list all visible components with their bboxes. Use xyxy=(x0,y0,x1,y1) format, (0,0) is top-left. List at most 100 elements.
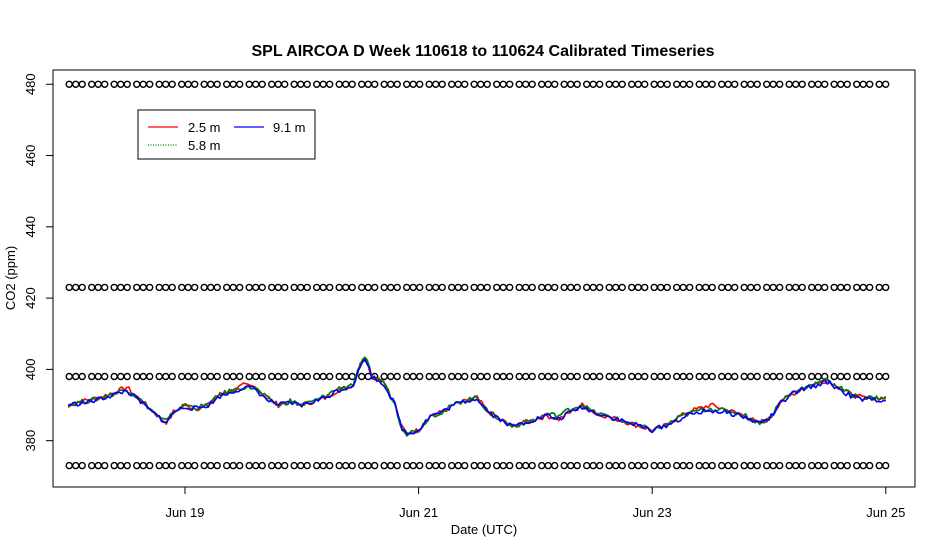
calibration-point xyxy=(695,283,703,292)
calibration-point xyxy=(438,372,446,381)
calibration-point xyxy=(477,80,485,89)
calibration-point xyxy=(454,461,462,470)
calibration-point xyxy=(258,372,266,381)
calibration-point xyxy=(560,461,568,470)
calibration-point xyxy=(792,372,800,381)
calibration-point xyxy=(528,372,536,381)
calibration-point xyxy=(763,461,771,470)
calibration-point xyxy=(387,80,395,89)
calibration-point xyxy=(686,372,694,381)
calibration-point xyxy=(596,461,604,470)
calibration-point xyxy=(297,80,305,89)
calibration-point xyxy=(747,372,755,381)
calibration-point xyxy=(281,461,289,470)
calibration-point xyxy=(724,372,732,381)
calibration-point xyxy=(65,372,73,381)
calibration-point xyxy=(78,461,86,470)
calibration-point xyxy=(731,80,739,89)
calibration-point xyxy=(123,461,131,470)
calibration-point xyxy=(814,461,822,470)
calibration-point xyxy=(161,372,170,381)
calibration-point xyxy=(206,461,215,470)
calibration-point xyxy=(139,80,147,89)
calibration-point xyxy=(297,461,305,470)
calibration-point xyxy=(522,283,530,292)
calibration-point xyxy=(448,283,456,292)
legend: 2.5 m 5.8 m 9.1 m xyxy=(137,109,316,160)
calibration-point xyxy=(100,283,109,292)
calibration-point xyxy=(483,461,491,470)
calibration-point xyxy=(94,80,102,89)
calibration-point xyxy=(145,80,154,89)
calibration-point xyxy=(628,283,636,292)
calibration-point xyxy=(808,372,816,381)
calibration-point xyxy=(673,461,681,470)
calibration-point xyxy=(866,283,874,292)
calibration-point xyxy=(499,372,507,381)
calibration-point xyxy=(830,80,838,89)
calibration-point xyxy=(425,283,433,292)
calibration-point xyxy=(650,461,658,470)
calibration-point xyxy=(100,80,109,89)
calibration-point xyxy=(785,80,793,89)
calibration-point xyxy=(65,283,73,292)
calibration-point xyxy=(695,80,703,89)
calibration-point xyxy=(718,461,726,470)
calibration-point xyxy=(866,80,874,89)
calibration-point xyxy=(416,461,424,470)
calibration-point xyxy=(213,372,221,381)
calibration-point xyxy=(190,283,199,292)
calibration-point xyxy=(506,283,514,292)
calibration-point xyxy=(335,372,343,381)
calibration-point xyxy=(769,372,777,381)
calibration-point xyxy=(326,372,334,381)
calibration-point xyxy=(522,461,530,470)
calibration-point xyxy=(499,283,507,292)
calibration-point xyxy=(470,372,478,381)
calibration-point xyxy=(663,372,671,381)
calibration-point xyxy=(628,372,636,381)
calibration-point xyxy=(763,283,771,292)
calibration-point xyxy=(184,461,192,470)
series-line xyxy=(67,358,886,435)
calibration-point xyxy=(641,461,649,470)
calibration-point xyxy=(731,372,739,381)
calibration-point xyxy=(821,80,829,89)
calibration-point xyxy=(596,80,604,89)
calibration-point xyxy=(837,283,845,292)
calibration-point xyxy=(319,461,327,470)
calibration-point xyxy=(432,372,440,381)
calibration-point xyxy=(168,372,176,381)
calibration-point xyxy=(235,461,244,470)
calibration-point xyxy=(409,461,417,470)
calibration-point xyxy=(123,372,131,381)
calibration-point xyxy=(551,461,559,470)
calibration-point xyxy=(628,461,636,470)
calibration-point xyxy=(110,283,118,292)
calibration-point xyxy=(763,80,771,89)
calibration-point xyxy=(145,283,154,292)
calibration-point xyxy=(213,461,221,470)
calibration-point xyxy=(814,80,822,89)
calibration-point xyxy=(731,461,739,470)
calibration-point xyxy=(875,283,883,292)
calibration-point xyxy=(470,80,478,89)
calibration-point xyxy=(425,80,433,89)
calibration-point xyxy=(515,80,523,89)
calibration-point xyxy=(319,283,327,292)
calibration-point xyxy=(830,372,838,381)
x-tick-label: Jun 21 xyxy=(399,505,438,520)
calibration-point xyxy=(235,80,244,89)
calibration-point xyxy=(506,372,514,381)
calibration-point xyxy=(708,80,716,89)
calibration-point xyxy=(776,461,784,470)
x-axis-label: Date (UTC) xyxy=(451,522,517,537)
calibration-point xyxy=(281,372,289,381)
calibration-point xyxy=(274,372,282,381)
calibration-point xyxy=(567,80,575,89)
calibration-point xyxy=(657,283,665,292)
calibration-point xyxy=(268,80,276,89)
calibration-point xyxy=(686,283,694,292)
calibration-point xyxy=(326,461,334,470)
calibration-point xyxy=(100,461,109,470)
